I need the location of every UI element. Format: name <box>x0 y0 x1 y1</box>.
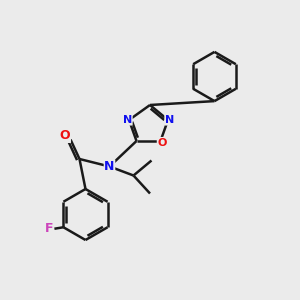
Text: N: N <box>165 115 174 125</box>
Text: O: O <box>157 137 167 148</box>
Text: F: F <box>45 222 53 235</box>
Text: N: N <box>123 115 132 125</box>
Text: N: N <box>104 160 115 173</box>
Text: O: O <box>60 129 70 142</box>
